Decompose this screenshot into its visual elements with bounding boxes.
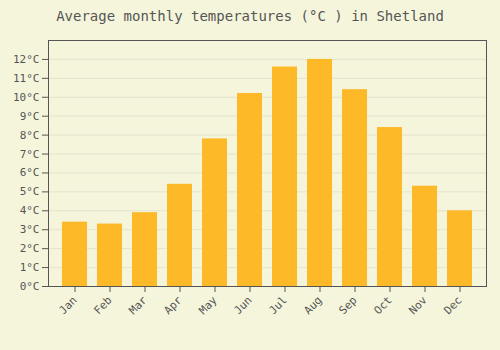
svg-text:Oct: Oct [371,294,394,317]
svg-text:7°C: 7°C [20,148,40,161]
svg-text:May: May [196,293,220,317]
svg-text:Jan: Jan [56,294,79,317]
svg-text:Nov: Nov [406,293,430,317]
svg-text:0°C: 0°C [20,280,40,293]
svg-text:12°C: 12°C [13,53,40,66]
svg-text:2°C: 2°C [20,242,40,255]
svg-text:1°C: 1°C [20,261,40,274]
svg-text:Sep: Sep [336,294,359,317]
svg-text:6°C: 6°C [20,166,40,179]
svg-text:Feb: Feb [91,294,114,317]
svg-text:Jul: Jul [266,294,289,317]
svg-text:Dec: Dec [441,294,464,317]
html-text:Average monthly temperatures (: Average monthly temperatures (°C ) in Sh… [56,8,444,24]
svg-text:11°C: 11°C [13,72,40,85]
svg-text:10°C: 10°C [13,91,40,104]
svg-text:9°C: 9°C [20,110,40,123]
svg-text:Jun: Jun [231,294,254,317]
svg-text:3°C: 3°C [20,223,40,236]
svg-text:5°C: 5°C [20,185,40,198]
svg-text:Apr: Apr [161,293,185,317]
svg-text:Aug: Aug [301,294,324,317]
svg-text:8°C: 8°C [20,129,40,142]
svg-text:Mar: Mar [126,293,150,317]
svg-text:4°C: 4°C [20,204,40,217]
